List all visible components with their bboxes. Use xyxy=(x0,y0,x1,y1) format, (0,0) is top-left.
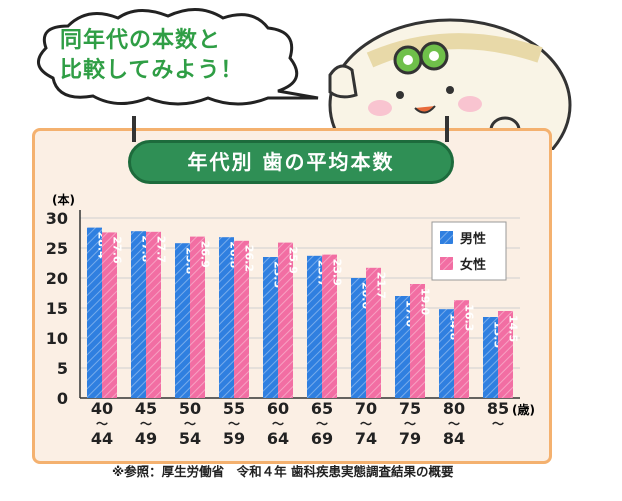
speech-bubble xyxy=(37,8,319,106)
bar-female xyxy=(410,284,425,398)
bar-value-label: 16.3 xyxy=(463,304,476,331)
bar-male xyxy=(175,243,190,398)
bar-female xyxy=(322,254,337,398)
y-tick-label: 5 xyxy=(57,359,68,378)
tooth-mascot-illustration xyxy=(328,18,572,150)
bar-male xyxy=(131,231,146,398)
y-tick-label: 30 xyxy=(46,209,68,228)
x-tick-label-end: 54 xyxy=(179,429,201,448)
x-tick-label-end: 49 xyxy=(135,429,157,448)
x-tick-label-start: 55 xyxy=(223,399,245,418)
x-tick-label-start: 50 xyxy=(179,399,201,418)
y-tick-label: 0 xyxy=(57,389,68,408)
bar-female xyxy=(146,231,161,398)
bar-value-label: 27.7 xyxy=(155,236,168,263)
legend-swatch-female xyxy=(440,257,453,270)
chart-title-banner xyxy=(128,140,454,184)
legend-swatch-male xyxy=(440,231,453,244)
bar-female xyxy=(190,236,205,398)
x-tick-label-start: 45 xyxy=(135,399,157,418)
bar-value-label: 21.7 xyxy=(375,272,388,299)
x-tick-label-tilde: 〜 xyxy=(228,417,240,431)
bar-value-label: 26.9 xyxy=(199,241,212,268)
x-axis-unit: (歳) xyxy=(512,403,535,417)
x-tick-label-end: 69 xyxy=(311,429,333,448)
x-tick-label-tilde: 〜 xyxy=(404,417,416,431)
bar-female xyxy=(102,232,117,398)
x-tick-label-start: 60 xyxy=(267,399,289,418)
x-tick-label-tilde: 〜 xyxy=(96,417,108,431)
x-tick-label-start: 85 xyxy=(487,399,509,418)
legend-label: 男性 xyxy=(460,231,486,247)
speech-text: 同年代の本数と 比較してみよう！ xyxy=(60,26,320,86)
bar-female xyxy=(498,311,513,398)
x-tick-label-end: 84 xyxy=(443,429,465,448)
board-hook-left xyxy=(132,116,136,142)
bar-female xyxy=(234,240,249,398)
x-tick-label-end: 59 xyxy=(223,429,245,448)
bar-male xyxy=(219,237,234,398)
bar-value-label: 27.6 xyxy=(111,236,124,263)
x-tick-label-start: 65 xyxy=(311,399,333,418)
x-tick-label-tilde: 〜 xyxy=(184,417,196,431)
legend-box xyxy=(431,221,507,281)
bar-male xyxy=(395,296,410,398)
y-tick-label: 20 xyxy=(46,269,68,288)
x-tick-label-start: 75 xyxy=(399,399,421,418)
x-tick-label-end: 44 xyxy=(91,429,113,448)
x-tick-label-tilde: 〜 xyxy=(316,417,328,431)
source-note: ※参照：厚生労働省 令和４年 歯科疾患実態調査結果の概要 xyxy=(112,464,454,479)
bar-female xyxy=(278,242,293,398)
legend-label: 女性 xyxy=(460,257,486,273)
chart-title: 年代別 歯の平均本数 xyxy=(187,150,395,174)
x-tick-label-start: 80 xyxy=(443,399,465,418)
bar-male xyxy=(87,227,102,398)
bar-value-label: 19.0 xyxy=(419,288,432,315)
x-tick-label-end: 64 xyxy=(267,429,289,448)
bar-value-label: 26.2 xyxy=(243,245,256,272)
x-tick-label-start: 40 xyxy=(91,399,113,418)
bar-male xyxy=(263,257,278,398)
y-tick-label: 15 xyxy=(46,299,68,318)
board-hook-right xyxy=(445,116,449,142)
bar-male xyxy=(307,255,322,398)
x-tick-label-end: 74 xyxy=(355,429,377,448)
y-tick-label: 25 xyxy=(46,239,68,258)
bar-male xyxy=(483,317,498,398)
bar-value-label: 14.5 xyxy=(507,315,520,342)
bar-male xyxy=(351,278,366,398)
bar-value-label: 25.9 xyxy=(287,247,300,274)
x-tick-label-tilde: 〜 xyxy=(492,417,504,431)
bar-female xyxy=(454,300,469,398)
bar-value-label: 23.9 xyxy=(331,259,344,286)
y-axis-unit: (本) xyxy=(52,193,75,207)
x-tick-label-tilde: 〜 xyxy=(448,417,460,431)
y-tick-label: 10 xyxy=(46,329,68,348)
x-tick-label-tilde: 〜 xyxy=(140,417,152,431)
speech-line-2: 比較してみよう！ xyxy=(60,58,244,83)
speech-line-1: 同年代の本数と xyxy=(60,28,222,53)
x-tick-label-start: 70 xyxy=(355,399,377,418)
bar-female xyxy=(366,267,381,398)
x-tick-label-tilde: 〜 xyxy=(272,417,284,431)
x-tick-label-tilde: 〜 xyxy=(360,417,372,431)
x-tick-label-end: 79 xyxy=(399,429,421,448)
bar-male xyxy=(439,309,454,398)
